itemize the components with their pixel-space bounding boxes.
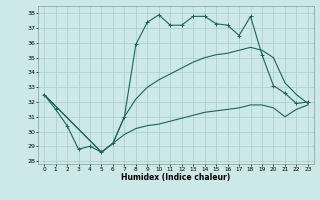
X-axis label: Humidex (Indice chaleur): Humidex (Indice chaleur) bbox=[121, 173, 231, 182]
